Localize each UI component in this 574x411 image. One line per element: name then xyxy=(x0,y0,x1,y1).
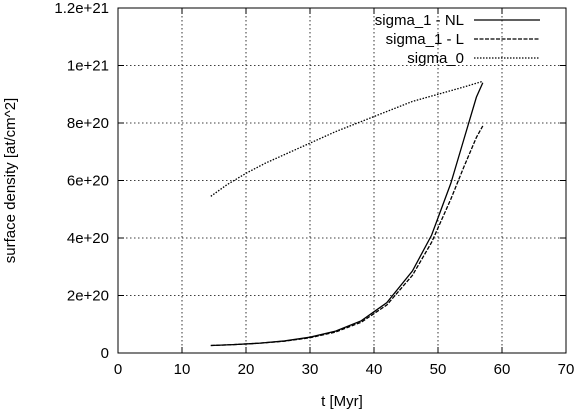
x-tick-label: 70 xyxy=(558,361,574,378)
y-tick-label: 1.2e+21 xyxy=(54,0,109,17)
y-tick-label: 1e+21 xyxy=(67,58,109,75)
y-tick-label: 2e+20 xyxy=(67,288,109,305)
legend-label: sigma_1 - L xyxy=(386,31,464,48)
axis-ticks: 0 10 20 30 40 50 60 70 0 2e+20 4e+20 6e+20 8e+20 1e+2… xyxy=(54,0,574,378)
x-axis-label: t [Myr] xyxy=(321,393,363,410)
series-line-sigma-1-l xyxy=(210,125,484,347)
x-tick-label: 20 xyxy=(238,361,255,378)
series-line-sigma-0 xyxy=(210,80,483,197)
x-tick-label: 50 xyxy=(430,361,447,378)
legend-label: sigma_0 xyxy=(407,50,464,67)
x-tick-label: 30 xyxy=(302,361,319,378)
y-tick-label: 8e+20 xyxy=(67,115,109,132)
y-tick-label: 0 xyxy=(101,345,109,362)
x-tick-label: 60 xyxy=(494,361,511,378)
y-tick-label: 6e+20 xyxy=(67,173,109,190)
legend-label: sigma_1 - NL xyxy=(375,12,464,29)
x-tick-label: 10 xyxy=(174,361,191,378)
y-tick-label: 4e+20 xyxy=(67,230,109,247)
legend: sigma_1 - NL sigma_1 - L sigma_0 xyxy=(375,12,540,67)
series-line-sigma-1-nl xyxy=(210,82,484,347)
x-tick-label: 40 xyxy=(366,361,383,378)
grid xyxy=(118,8,566,353)
series-layer xyxy=(210,80,484,347)
x-tick-label: 0 xyxy=(114,361,122,378)
y-axis-label: surface density [at/cm^2] xyxy=(2,98,19,263)
